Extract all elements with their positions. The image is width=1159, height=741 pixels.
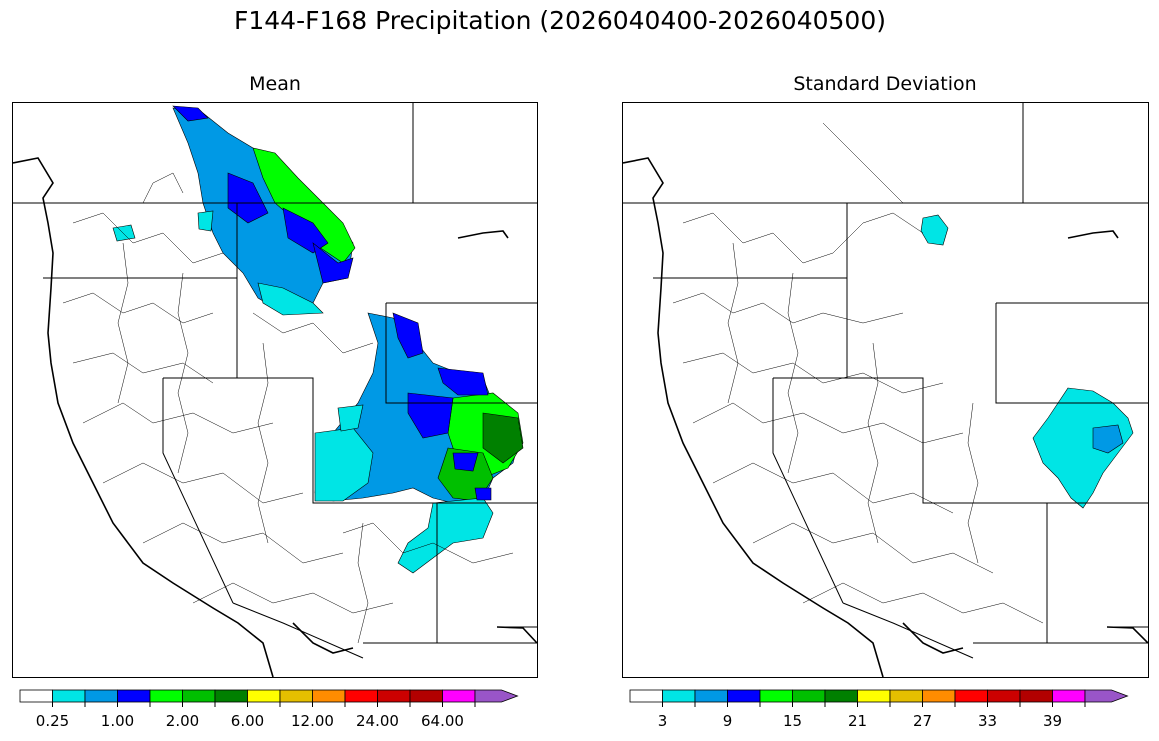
- colorbar-swatch: [857, 689, 891, 703]
- colorbar-swatch: [1084, 689, 1129, 703]
- colorbar-swatch: [954, 689, 988, 703]
- colorbar-swatch: [824, 689, 858, 703]
- colorbar-swatch: [922, 689, 956, 703]
- colorbar-swatch: [987, 689, 1021, 703]
- colorbar-label: 2.00: [166, 712, 199, 730]
- mean-coastline: [13, 157, 537, 677]
- colorbar-label: 0.25: [36, 712, 69, 730]
- stddev-basin-outlines: [672, 122, 1044, 624]
- colorbar-label: 24.00: [356, 712, 399, 730]
- stddev-colorbar-ticks: [662, 702, 1086, 707]
- colorbar-swatch: [889, 689, 923, 703]
- colorbar-swatch: [727, 689, 761, 703]
- colorbar-swatch: [344, 689, 378, 703]
- colorbar-label: 3: [658, 712, 668, 730]
- stddev-map: [622, 102, 1149, 678]
- colorbar-swatch: [409, 689, 443, 703]
- colorbar-swatch: [279, 689, 313, 703]
- colorbar-swatch: [247, 689, 281, 703]
- colorbar-swatch: [662, 689, 696, 703]
- colorbar-swatch: [52, 689, 86, 703]
- colorbar-label: 33: [978, 712, 997, 730]
- colorbar-swatch: [1019, 689, 1053, 703]
- mean-panel-title: Mean: [249, 73, 301, 95]
- colorbar-label: 12.00: [291, 712, 334, 730]
- colorbar-swatch: [19, 689, 53, 703]
- colorbar-label: 9: [723, 712, 733, 730]
- colorbar-label: 27: [913, 712, 932, 730]
- colorbar-swatch: [759, 689, 793, 703]
- colorbar-swatch: [182, 689, 216, 703]
- stddev-coastline: [623, 157, 1148, 677]
- mean-state-boundaries: [13, 103, 537, 659]
- colorbar-label: 6.00: [231, 712, 264, 730]
- mean-colorbar: 0.25 1.00 2.00 6.00 12.00 24.00 64.00: [12, 684, 542, 741]
- mean-colorbar-ticks: [52, 702, 476, 707]
- mean-colorbar-swatches: [19, 689, 519, 703]
- colorbar-swatch: [149, 689, 183, 703]
- stddev-colorbar-labels: 3 9 15 21 27 33 39: [658, 712, 1062, 730]
- colorbar-label: 1.00: [101, 712, 134, 730]
- colorbar-swatch: [84, 689, 118, 703]
- colorbar-swatch: [442, 689, 476, 703]
- stddev-state-boundaries: [623, 103, 1148, 659]
- figure-title: F144-F168 Precipitation (2026040400-2026…: [233, 6, 886, 35]
- colorbar-swatch: [312, 689, 346, 703]
- stddev-colorbar-swatches: [629, 689, 1129, 703]
- colorbar-swatch: [1052, 689, 1086, 703]
- colorbar-swatch: [117, 689, 151, 703]
- mean-basin-outlines: [62, 172, 514, 644]
- colorbar-label: 64.00: [421, 712, 464, 730]
- stddev-colorbar: 3 9 15 21 27 33 39: [622, 684, 1152, 741]
- mean-colorbar-labels: 0.25 1.00 2.00 6.00 12.00 24.00 64.00: [36, 712, 464, 730]
- colorbar-swatch: [214, 689, 248, 703]
- colorbar-label: 21: [848, 712, 867, 730]
- colorbar-swatch: [377, 689, 411, 703]
- colorbar-label: 15: [783, 712, 802, 730]
- stddev-panel-title: Standard Deviation: [793, 73, 977, 95]
- colorbar-swatch: [474, 689, 519, 703]
- stddev-fill: [920, 214, 1134, 509]
- colorbar-label: 39: [1043, 712, 1062, 730]
- colorbar-swatch: [694, 689, 728, 703]
- mean-precip-fill: [112, 105, 524, 574]
- colorbar-swatch: [792, 689, 826, 703]
- colorbar-swatch: [629, 689, 663, 703]
- mean-map: [12, 102, 538, 678]
